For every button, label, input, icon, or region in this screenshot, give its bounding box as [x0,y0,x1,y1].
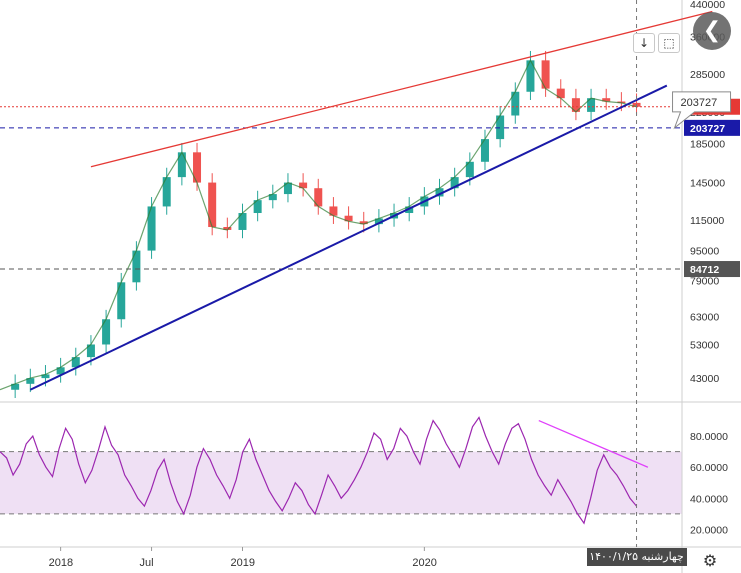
candle-body [238,213,247,230]
candle-body [117,282,126,320]
candle-body [465,161,474,178]
settings-button[interactable]: ⚙ [701,552,719,570]
back-navigation-button[interactable]: ❮ [693,12,731,50]
osc-y-tick-label: 20.0000 [690,524,728,536]
candle-body [162,177,171,207]
candle-body [435,188,444,197]
fit-screen-button[interactable]: ⬚ [658,33,680,53]
osc-y-tick-label: 40.0000 [690,493,728,505]
y-tick-label: 285000 [690,69,725,81]
y-tick-label: 95000 [690,246,719,258]
scroll-to-latest-button[interactable]: ↓ [633,33,655,53]
price-panel [0,50,641,398]
candle-body [299,182,308,189]
y-tick-label: 185000 [690,138,725,150]
chevron-left-icon: ❮ [702,18,722,43]
price-line [0,58,637,391]
candle-body [556,88,565,99]
candle-body [496,115,505,140]
candle-body [314,188,323,207]
candle-body [617,101,626,104]
candle-body [71,357,80,368]
candle-body [11,383,20,390]
oscillator-line [0,416,637,525]
candle-body [283,182,292,195]
y-tick-label: 63000 [690,312,719,324]
overlays: 23231020372784712203727 [0,0,740,547]
candle-body [526,60,535,92]
x-tick-label: 2019 [230,557,254,569]
oscillator-band [0,451,682,514]
candle-body [102,319,111,345]
oscillator-panel [0,416,682,525]
y-tick-label: 43000 [690,373,719,385]
level-tag-label: 203727 [690,123,725,135]
y-tick-label: 115000 [690,215,724,227]
candle-body [268,194,277,201]
candle-body [374,218,383,225]
candle-body [571,98,580,112]
trendline-lower-support [29,84,668,391]
x-tick-label: Jul [140,557,154,569]
candle-body [193,152,202,183]
candle-body [86,344,95,358]
price-callout [672,91,732,130]
level-tag [684,119,740,136]
candle-body [223,227,232,230]
candle-body [147,206,156,251]
gear-icon: ⚙ [702,551,718,570]
candle-body [253,200,262,214]
x-tick-label: 2020 [412,557,436,569]
candle-body [208,182,217,228]
osc-y-tick-label: 60.0000 [690,462,728,474]
x-tick-label: 2018 [49,557,73,569]
candle-body [41,374,50,379]
trendline-upper-resistance [90,10,713,168]
candle-body [132,250,141,283]
level-tag [684,261,740,278]
y-tick-label: 79000 [690,275,719,287]
candle-body [56,367,65,375]
candle-body [329,206,338,216]
candle-body [541,60,550,89]
candle-body [450,177,459,189]
candle-body [177,152,186,178]
price-callout-label: 203727 [681,97,718,109]
y-tick-label: 53000 [690,339,719,351]
cursor-date-label: چهارشنبه ۱۴۰۰/۱/۲۵ [586,548,687,566]
candle-body [602,98,611,102]
oscillator-trendline [538,419,649,468]
candle-body [344,215,353,222]
fit-screen-icon: ⬚ [663,36,675,50]
arrow-down-icon: ↓ [638,36,650,50]
candle-body [359,221,368,225]
candle-body [587,98,596,112]
y-tick-label: 145000 [690,178,725,190]
osc-y-tick-label: 80.0000 [690,431,728,443]
candle-body [480,139,489,162]
level-tag-label: 84712 [690,264,719,276]
candle-body [26,378,35,384]
candle-body [511,91,520,116]
y-tick-label: 440000 [690,0,725,11]
